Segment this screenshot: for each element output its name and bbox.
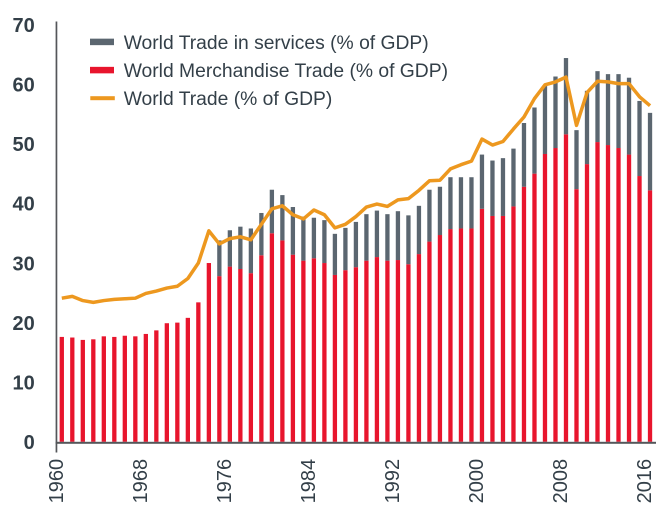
- svg-text:0: 0: [24, 432, 35, 454]
- svg-text:70: 70: [13, 15, 35, 37]
- svg-text:1968: 1968: [130, 459, 152, 504]
- svg-text:20: 20: [13, 313, 35, 335]
- svg-text:1984: 1984: [298, 459, 320, 504]
- svg-text:2000: 2000: [466, 459, 488, 504]
- svg-text:World Trade (% of GDP): World Trade (% of GDP): [124, 89, 333, 110]
- svg-text:60: 60: [13, 75, 35, 97]
- svg-text:2008: 2008: [550, 459, 572, 504]
- svg-text:30: 30: [13, 253, 35, 275]
- svg-text:1976: 1976: [214, 459, 236, 504]
- svg-text:1960: 1960: [46, 459, 68, 504]
- svg-text:2016: 2016: [634, 459, 656, 504]
- svg-text:10: 10: [13, 373, 35, 395]
- svg-text:World Merchandise Trade (% of: World Merchandise Trade (% of GDP): [124, 61, 448, 82]
- svg-text:50: 50: [13, 134, 35, 156]
- svg-text:40: 40: [13, 194, 35, 216]
- svg-text:1992: 1992: [382, 459, 404, 504]
- svg-text:World Trade in services (% of: World Trade in services (% of GDP): [124, 33, 429, 54]
